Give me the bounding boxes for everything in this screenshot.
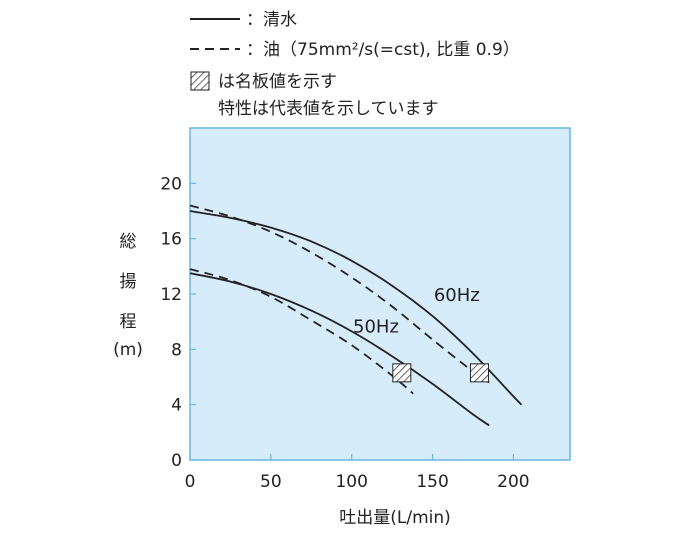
legend-hatch-swatch <box>190 71 210 91</box>
x-tick-label: 150 <box>416 472 448 492</box>
legend: ：清水 ：油（75mm²/s(=cst), 比重 0.9） は名板値を示す 特性… <box>190 10 520 119</box>
series-line-3 <box>189 268 414 395</box>
y-axis-title-char: 程 <box>120 312 137 332</box>
curve-label: 50Hz <box>353 317 399 338</box>
y-tick-label: 20 <box>160 174 182 194</box>
plot-area <box>189 127 571 461</box>
curves <box>189 204 523 427</box>
series-line-2 <box>189 272 490 427</box>
y-tick-label: 16 <box>160 230 182 250</box>
legend-note: 特性は代表値を示しています <box>218 99 439 119</box>
y-tick-label: 0 <box>171 451 182 471</box>
x-tick-label: 100 <box>335 472 367 492</box>
series-line-1 <box>189 204 490 384</box>
x-tick-label: 0 <box>185 472 196 492</box>
y-tick-label: 12 <box>160 285 182 305</box>
rated-points <box>392 363 489 383</box>
legend-dashed-label: ：油（75mm²/s(=cst), 比重 0.9） <box>246 40 520 60</box>
rated-point-marker <box>469 363 489 383</box>
legend-solid-label: ：清水 <box>246 10 297 30</box>
x-axis-title: 吐出量(L/min) <box>339 508 451 528</box>
y-axis-title-char: (m) <box>113 340 143 360</box>
legend-hatch-label: は名板値を示す <box>218 72 337 92</box>
y-axis-title-char: 総 <box>120 232 137 252</box>
curve-labels: 60Hz 50Hz <box>353 285 480 338</box>
y-axis-title: 総揚程 (m) <box>113 232 143 360</box>
axis-ticks: 0 50 100 150 200 0 4 8 12 16 20 <box>160 174 529 492</box>
x-tick-label: 50 <box>260 472 282 492</box>
series-line-0 <box>189 210 523 406</box>
rated-point-marker <box>392 363 412 383</box>
curve-label: 60Hz <box>434 285 480 306</box>
y-tick-label: 4 <box>171 396 182 416</box>
x-tick-label: 200 <box>497 472 529 492</box>
y-axis-title-char: 揚 <box>120 272 137 292</box>
y-tick-label: 8 <box>171 340 182 360</box>
